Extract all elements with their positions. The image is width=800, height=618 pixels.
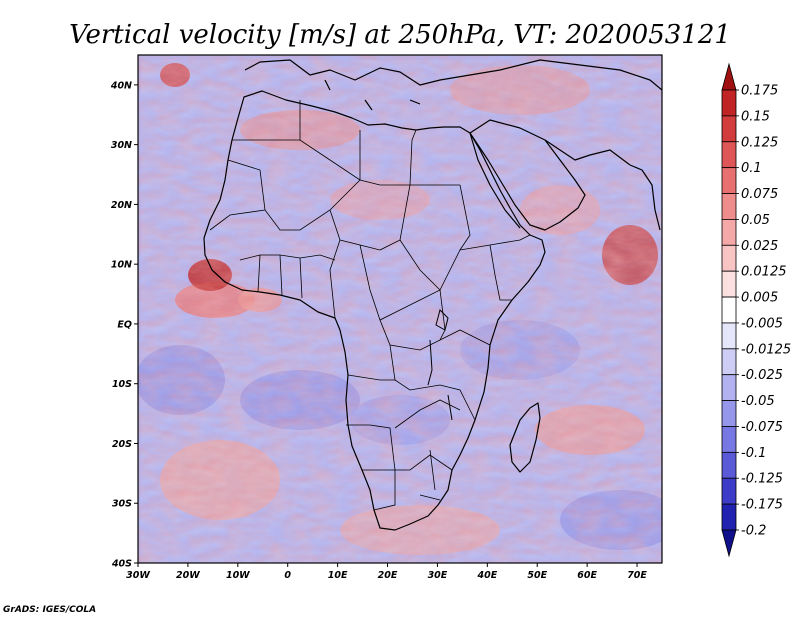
lon-tick-label: 30E bbox=[428, 570, 448, 581]
colorbar-bin bbox=[721, 477, 737, 505]
chart-title: Vertical velocity [m/s] at 250hPa, VT: 2… bbox=[69, 20, 731, 50]
lon-tick-label: 20E bbox=[378, 570, 398, 581]
colorbar-label: -0.1 bbox=[741, 446, 766, 461]
longitude-ticks: 30W 20W 10W 0 10E 20E 30E 40E 50E 60E 70E bbox=[126, 563, 647, 581]
colorbar-label: -0.025 bbox=[741, 368, 783, 383]
colorbar-label: -0.125 bbox=[741, 472, 783, 487]
colorbar-bin bbox=[721, 270, 737, 298]
colorbar-label: 0.125 bbox=[741, 135, 778, 150]
lat-tick-label: 40S bbox=[111, 559, 132, 570]
credit-text: GrADS: IGES/COLA bbox=[3, 605, 96, 615]
lon-tick-label: 10E bbox=[328, 570, 348, 581]
map-frame bbox=[137, 54, 663, 564]
colorbar-label: -0.2 bbox=[741, 524, 766, 539]
colorbar-bin bbox=[721, 115, 737, 143]
madagascar bbox=[509, 402, 541, 473]
arabian-peninsula bbox=[469, 119, 586, 231]
colorbar-label: -0.005 bbox=[741, 316, 783, 331]
latitude-ticks: 40N 30N 20N 10N EQ 10S 20S 30S 40S bbox=[110, 80, 138, 570]
lat-tick-label: 20N bbox=[111, 200, 132, 211]
colorbar-bin bbox=[721, 89, 737, 117]
colorbar-top-arrow bbox=[721, 62, 737, 91]
lon-tick-label: 0 bbox=[284, 570, 291, 581]
lon-tick-label: 50E bbox=[527, 570, 547, 581]
colorbar-label: -0.0125 bbox=[741, 342, 791, 357]
country-borders bbox=[209, 100, 531, 511]
colorbar-label: 0.175 bbox=[741, 84, 778, 99]
colorbar-label: 0.05 bbox=[741, 213, 770, 228]
colorbar-label: 0.1 bbox=[741, 161, 762, 176]
lat-tick-label: 20S bbox=[112, 439, 132, 450]
iberia-europe bbox=[244, 59, 662, 91]
colorbar-label: 0.0125 bbox=[741, 265, 787, 280]
lat-tick-label: 30S bbox=[112, 499, 132, 510]
colorbar-bin bbox=[721, 296, 737, 324]
colorbar-label: -0.175 bbox=[741, 498, 783, 513]
colorbar-bin bbox=[721, 400, 737, 427]
lat-tick-label: EQ bbox=[117, 319, 132, 330]
colorbar-bottom-arrow bbox=[721, 529, 737, 558]
lon-tick-label: 20W bbox=[176, 570, 200, 581]
colorbar-bin bbox=[721, 503, 737, 531]
lon-tick-label: 60E bbox=[577, 570, 597, 581]
india-coast bbox=[629, 164, 661, 231]
colorbar: 0.175 0.15 0.125 0.1 0.075 0.05 0.025 0.0125 0.0… bbox=[721, 62, 791, 558]
red-sea bbox=[469, 132, 521, 229]
colorbar-label: -0.05 bbox=[741, 394, 775, 409]
colorbar-label: 0.15 bbox=[741, 109, 770, 124]
persian-gulf bbox=[544, 139, 631, 166]
lon-tick-label: 10W bbox=[226, 570, 250, 581]
lat-tick-label: 30N bbox=[111, 140, 132, 151]
colorbar-label: 0.075 bbox=[741, 187, 778, 202]
lakes bbox=[427, 309, 453, 421]
lon-tick-label: 40E bbox=[476, 570, 497, 581]
colorbar-bin bbox=[721, 348, 737, 376]
colorbar-bin bbox=[721, 426, 737, 453]
colorbar-label: -0.075 bbox=[741, 420, 783, 435]
colorbar-bin bbox=[721, 167, 737, 194]
colorbar-bin bbox=[721, 322, 737, 350]
colorbar-bin bbox=[721, 374, 737, 401]
mediterranean-islands bbox=[324, 79, 421, 111]
colorbar-bin bbox=[721, 193, 737, 220]
colorbar-bin bbox=[721, 141, 737, 169]
colorbar-label: 0.005 bbox=[741, 291, 778, 306]
colorbar-label: 0.025 bbox=[741, 239, 778, 254]
lon-tick-label: 70E bbox=[627, 570, 647, 581]
lat-tick-label: 10N bbox=[111, 260, 132, 271]
field-texture-white bbox=[141, 60, 662, 563]
lon-tick-label: 30W bbox=[126, 570, 150, 581]
lat-tick-label: 10S bbox=[112, 379, 132, 390]
map-panel bbox=[138, 55, 662, 563]
colorbar-bin bbox=[721, 219, 737, 246]
colorbar-bin bbox=[721, 244, 737, 272]
lat-tick-label: 40N bbox=[110, 80, 132, 91]
colorbar-bin bbox=[721, 451, 737, 479]
